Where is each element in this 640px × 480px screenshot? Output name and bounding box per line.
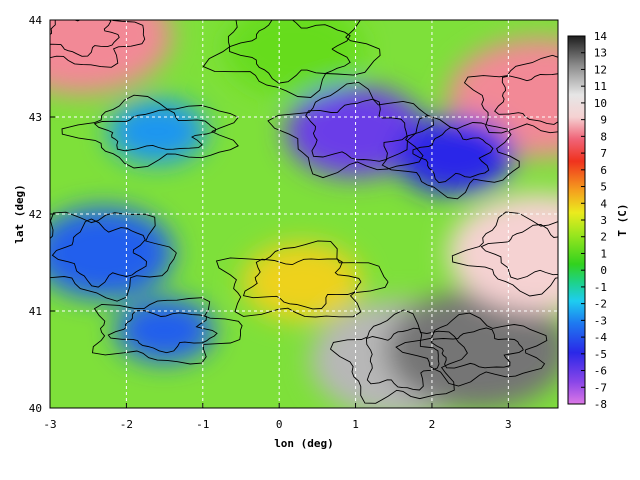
heatmap-blob — [242, 242, 362, 321]
y-tick-label: 44 — [29, 14, 43, 27]
contour-line — [430, 327, 524, 369]
heatmap-blob — [447, 193, 558, 313]
contour-line — [395, 312, 548, 387]
x-tick-label: 0 — [276, 418, 283, 431]
contour-line — [480, 224, 558, 280]
colorbar-tick-label: -5 — [594, 348, 607, 361]
contour-line — [61, 94, 240, 169]
contour-line — [412, 126, 494, 184]
colorbar-tick-label: 7 — [600, 147, 607, 160]
colorbar-tick-label: 12 — [594, 63, 607, 76]
colorbar-tick-label: 13 — [594, 47, 607, 60]
y-tick-label: 43 — [29, 111, 42, 124]
x-tick-label: 3 — [505, 418, 512, 431]
contour-line — [463, 54, 558, 134]
colorbar-tick-label: -2 — [594, 298, 607, 311]
colorbar-tick-label: 10 — [594, 97, 607, 110]
heatmap-blob — [107, 99, 207, 164]
colorbar-tick-label: 8 — [600, 130, 607, 143]
x-axis-ticks: -3 -2 -1 0 1 2 3 — [43, 403, 512, 431]
colorbar-tick-label: -6 — [594, 365, 607, 378]
contour-line — [107, 310, 218, 354]
colorbar-tick-label: -1 — [594, 281, 607, 294]
contour-line — [329, 309, 468, 404]
contour-line — [50, 20, 120, 57]
colorbar-tick-label: 5 — [600, 181, 607, 194]
contour-line — [305, 98, 408, 162]
heatmap-blob — [285, 85, 426, 178]
contour-line — [215, 240, 389, 318]
colorbar-tick-label: 0 — [600, 264, 607, 277]
colorbar-tick-label: -3 — [594, 314, 607, 327]
colorbar-tick-label: 11 — [594, 80, 607, 93]
heatmap-blob — [386, 290, 558, 408]
contour-line — [267, 81, 434, 179]
colorbar-label: T (C) — [616, 203, 629, 236]
contour-line — [381, 114, 520, 200]
x-tick-label: 1 — [352, 418, 359, 431]
contour-line — [51, 218, 147, 288]
colorbar-tick-label: 14 — [594, 30, 608, 43]
x-tick-label: -1 — [196, 418, 209, 431]
x-axis-label: lon (deg) — [274, 437, 334, 450]
colorbar-tick-label: -4 — [594, 331, 608, 344]
y-axis-label: lat (deg) — [13, 184, 26, 244]
contour-line — [494, 73, 558, 125]
contour-line — [50, 211, 177, 302]
contour-line — [242, 258, 362, 310]
colorbar-tick-label: 3 — [600, 214, 607, 227]
contour-line — [202, 20, 381, 98]
contour-lines — [50, 20, 558, 404]
contour-line — [93, 109, 216, 152]
contour-line — [451, 211, 558, 297]
colorbar-tick-label: 4 — [600, 197, 607, 210]
contour-line — [50, 20, 146, 68]
x-tick-label: -2 — [120, 418, 133, 431]
colorbar-tick-label: -7 — [594, 381, 607, 394]
heatmap-blob — [224, 20, 365, 95]
heatmap-blob — [50, 20, 172, 95]
colorbar-tick-label: 2 — [600, 231, 607, 244]
contour-line — [229, 20, 351, 84]
y-axis-ticks: 40 41 42 43 44 — [29, 14, 55, 415]
x-tick-label: 2 — [429, 418, 436, 431]
heatmap-blob — [395, 116, 515, 195]
y-tick-label: 41 — [29, 305, 42, 318]
x-tick-label: -3 — [43, 418, 56, 431]
y-tick-label: 40 — [29, 402, 42, 415]
colorbar-tick-label: 1 — [600, 247, 607, 260]
y-tick-label: 42 — [29, 208, 42, 221]
colorbar-tick-label: -8 — [594, 398, 607, 411]
contour-line — [91, 297, 243, 365]
colorbar-tick-label: 9 — [600, 114, 607, 127]
colorbar-tick-label: 6 — [600, 164, 607, 177]
plot-area — [49, 19, 559, 409]
